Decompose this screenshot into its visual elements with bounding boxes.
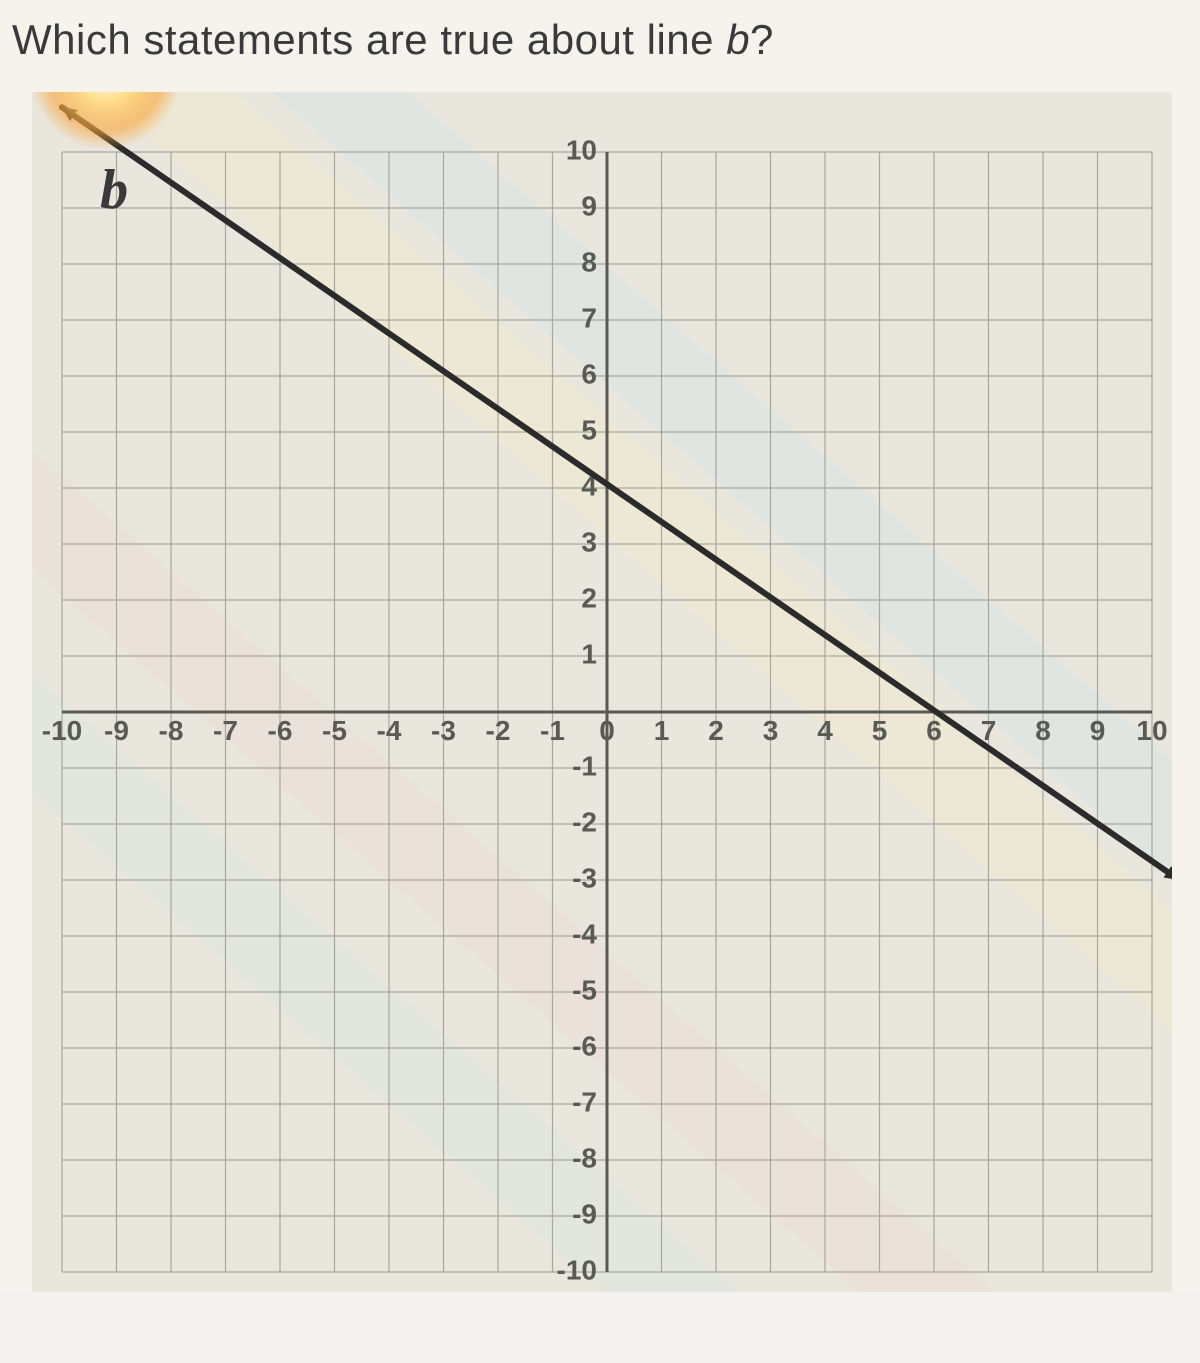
question-text: Which statements are true about line b? (12, 16, 1192, 64)
y-tick-label: 1 (581, 638, 597, 669)
y-tick-label: -9 (572, 1198, 597, 1229)
x-tick-label: -8 (159, 715, 184, 746)
x-tick-label: -10 (42, 715, 82, 746)
y-tick-label: 7 (581, 302, 597, 333)
x-tick-label: -7 (213, 715, 238, 746)
x-tick-label: -1 (540, 715, 565, 746)
coordinate-graph: -10-9-8-7-6-5-4-3-2-10123456789101234567… (32, 92, 1172, 1292)
x-tick-label: 9 (1090, 715, 1106, 746)
y-tick-label: -1 (572, 750, 597, 781)
question-prefix: Which statements are true about line (12, 16, 726, 63)
x-tick-label: -6 (268, 715, 293, 746)
x-tick-label: 2 (708, 715, 724, 746)
x-tick-label: 10 (1136, 715, 1167, 746)
y-tick-label: -2 (572, 806, 597, 837)
y-tick-label: -10 (557, 1254, 597, 1285)
y-tick-label: 5 (581, 414, 597, 445)
y-tick-label: -5 (572, 974, 597, 1005)
y-tick-label: 9 (581, 190, 597, 221)
x-tick-label: 3 (763, 715, 779, 746)
question-suffix: ? (750, 16, 774, 63)
x-tick-label: 1 (654, 715, 670, 746)
x-tick-label: 4 (817, 715, 833, 746)
y-tick-label: -3 (572, 862, 597, 893)
x-tick-label: 6 (926, 715, 942, 746)
page: Which statements are true about line b? … (0, 0, 1200, 1292)
x-tick-label: 0 (599, 715, 615, 746)
line-b-label: b (100, 159, 128, 221)
y-tick-label: 6 (581, 358, 597, 389)
x-tick-label: -3 (431, 715, 456, 746)
y-tick-label: 3 (581, 526, 597, 557)
y-tick-label: 8 (581, 246, 597, 277)
question-var: b (726, 16, 750, 63)
y-tick-label: -8 (572, 1142, 597, 1173)
x-tick-label: 5 (872, 715, 888, 746)
y-tick-label: -6 (572, 1030, 597, 1061)
y-tick-label: 10 (566, 134, 597, 165)
x-tick-label: -4 (377, 715, 402, 746)
x-tick-label: -9 (104, 715, 129, 746)
x-tick-label: -2 (486, 715, 511, 746)
graph-svg: -10-9-8-7-6-5-4-3-2-10123456789101234567… (32, 92, 1172, 1292)
y-tick-label: -7 (572, 1086, 597, 1117)
y-tick-label: -4 (572, 918, 597, 949)
y-tick-label: 2 (581, 582, 597, 613)
x-tick-label: 8 (1035, 715, 1051, 746)
x-tick-label: -5 (322, 715, 347, 746)
